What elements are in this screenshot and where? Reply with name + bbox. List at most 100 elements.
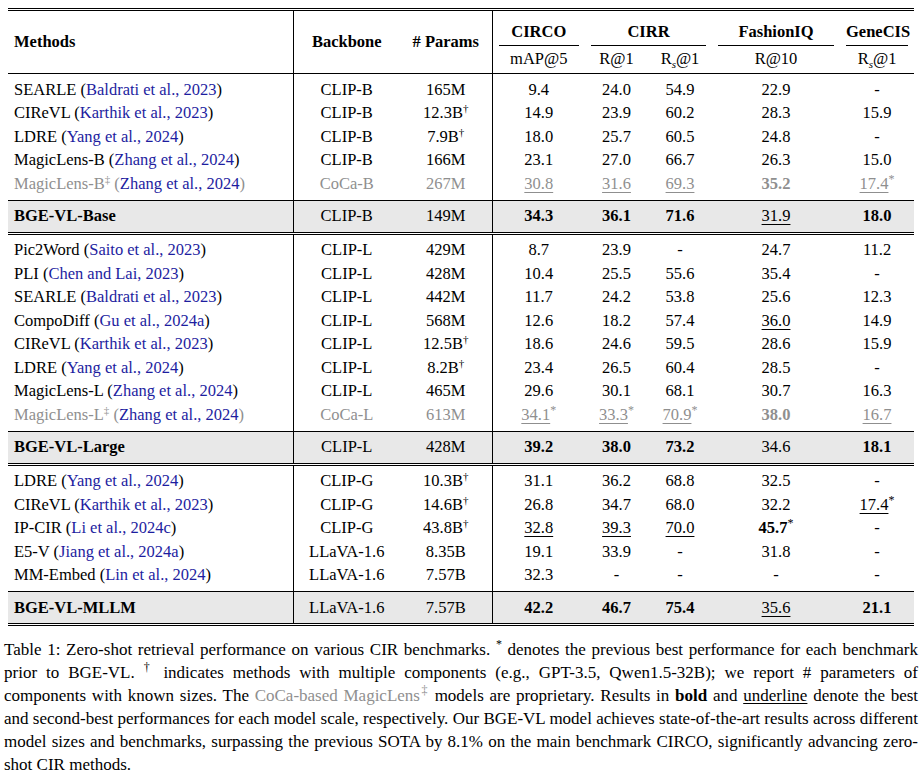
method-cell: Pic2Word (Saito et al., 2023) [8, 233, 293, 262]
citation-link[interactable]: Jiang et al., 2024a [59, 542, 179, 561]
params-cell: 267M [400, 172, 492, 200]
value-cell: - [585, 564, 648, 592]
method-name: PLI [14, 264, 39, 283]
value-text: 34.3 [524, 206, 553, 225]
citation-link[interactable]: Gu et al., 2024a [99, 311, 204, 330]
value-cell: 69.3 [648, 172, 712, 200]
citation-link[interactable]: Li et al., 2024c [71, 518, 170, 537]
metric-header: mAP@5 [492, 46, 585, 74]
table-row: MagicLens-L‡ (Zhang et al., 2024)CoCa-L6… [8, 403, 914, 431]
backbone-cell: CLIP-L [293, 380, 400, 404]
citation-link[interactable]: Chen and Lai, 2023 [48, 264, 178, 283]
citation-link[interactable]: Yang et al., 2024 [67, 471, 179, 490]
citation-link[interactable]: Saito et al., 2023 [89, 240, 200, 259]
value-cell: 28.5 [712, 356, 840, 380]
column-group-circo: CIRCO [492, 10, 585, 46]
backbone-cell: CLIP-L [293, 333, 400, 357]
backbone-cell: CLIP-L [293, 309, 400, 333]
value-cell: 12.6 [492, 309, 585, 333]
params-cell: 613M [400, 403, 492, 431]
caption-segment: underline [743, 686, 807, 705]
value-text: 57.4 [666, 311, 695, 330]
value-cell: 59.5 [648, 333, 712, 357]
highlight-row: BGE-VL-LargeCLIP-L428M39.238.073.234.618… [8, 431, 914, 464]
caption-segment: and [707, 686, 743, 705]
value-text: 28.6 [762, 334, 791, 353]
value-cell: 39.3 [585, 517, 648, 541]
table-row: MagicLens-B‡ (Zhang et al., 2024)CoCa-B2… [8, 172, 914, 200]
params-cell: 12.5B† [400, 333, 492, 357]
value-cell: 23.9 [585, 233, 648, 262]
value-text: 36.1 [602, 206, 631, 225]
previous-best-star: * [888, 493, 894, 506]
caption-segment: Table 1: Zero-shot retrieval performance… [4, 640, 496, 659]
value-cell: 27.0 [585, 149, 648, 173]
value-text: 14.9 [524, 103, 553, 122]
params-cell: 8.35B [400, 540, 492, 564]
value-text: 33.9 [602, 542, 631, 561]
method-name: BGE-VL-Large [14, 437, 125, 456]
value-text: 18.6 [524, 334, 553, 353]
method-cell: CIReVL (Karthik et al., 2023) [8, 493, 293, 517]
citation-link[interactable]: Zhang et al., 2024 [113, 381, 233, 400]
value-text: 53.8 [666, 287, 695, 306]
header-group-row: Methods Backbone # Params CIRCO CIRR Fas… [8, 10, 914, 46]
value-cell: 11.2 [840, 233, 914, 262]
value-text: 34.1 [521, 405, 550, 424]
value-cell: 19.1 [492, 540, 585, 564]
group-label-fashioniq: FashionIQ [718, 22, 834, 46]
previous-best-star: * [787, 517, 793, 530]
citation-link[interactable]: Baldrati et al., 2023 [86, 287, 217, 306]
value-cell: - [840, 74, 914, 102]
value-cell: 32.2 [712, 493, 840, 517]
method-cell: BGE-VL-MLLM [8, 592, 293, 625]
value-text: 60.5 [666, 127, 695, 146]
value-cell: 60.4 [648, 356, 712, 380]
method-name: MagicLens-L [14, 405, 104, 424]
value-text: 69.3 [666, 174, 695, 193]
params-cell: 465M [400, 380, 492, 404]
value-cell: 29.6 [492, 380, 585, 404]
method-cell: MagicLens-B‡ (Zhang et al., 2024) [8, 172, 293, 200]
value-cell: 24.2 [585, 286, 648, 310]
params-cell: 165M [400, 74, 492, 102]
backbone-cell: LLaVA-1.6 [293, 540, 400, 564]
caption-segment: † [144, 660, 155, 674]
citation-link[interactable]: Karthik et al., 2023 [80, 334, 208, 353]
value-cell: 31.1 [492, 464, 585, 493]
value-cell: 30.8 [492, 172, 585, 200]
value-cell: 35.4 [712, 262, 840, 286]
method-cell: MM-Embed (Lin et al., 2024) [8, 564, 293, 592]
table-row: LDRE (Yang et al., 2024)CLIP-B7.9B†18.02… [8, 125, 914, 149]
method-cell: BGE-VL-Base [8, 200, 293, 233]
dagger-mark: † [463, 333, 469, 345]
params-cell: 149M [400, 200, 492, 233]
citation-link[interactable]: Zhang et al., 2024 [120, 174, 240, 193]
previous-best-star: * [691, 403, 697, 416]
citation-link[interactable]: Zhang et al., 2024 [114, 150, 234, 169]
value-cell: - [648, 564, 712, 592]
value-text: 68.0 [666, 495, 695, 514]
citation-link[interactable]: Yang et al., 2024 [67, 358, 179, 377]
value-cell: 32.8 [492, 517, 585, 541]
citation-link[interactable]: Lin et al., 2024 [105, 565, 205, 584]
citation-link[interactable]: Baldrati et al., 2023 [86, 80, 217, 99]
citation-link[interactable]: Yang et al., 2024 [67, 127, 179, 146]
value-cell: 24.0 [585, 74, 648, 102]
value-text: 22.9 [762, 80, 791, 99]
method-name: CIReVL [14, 103, 70, 122]
citation-link[interactable]: Zhang et al., 2024 [119, 405, 239, 424]
citation-link[interactable]: Karthik et al., 2023 [80, 103, 208, 122]
value-cell: 33.9 [585, 540, 648, 564]
value-text: 70.0 [666, 518, 695, 537]
value-text: 75.4 [666, 598, 695, 617]
table-row: MagicLens-B (Zhang et al., 2024)CLIP-B16… [8, 149, 914, 173]
column-header-params: # Params [400, 10, 492, 74]
method-name: LDRE [14, 358, 57, 377]
backbone-cell: CLIP-B [293, 102, 400, 126]
method-name: Pic2Word [14, 240, 80, 259]
params-cell: 429M [400, 233, 492, 262]
citation-link[interactable]: Karthik et al., 2023 [80, 495, 208, 514]
table-row: SEARLE (Baldrati et al., 2023)CLIP-L442M… [8, 286, 914, 310]
method-name: BGE-VL-Base [14, 206, 116, 225]
